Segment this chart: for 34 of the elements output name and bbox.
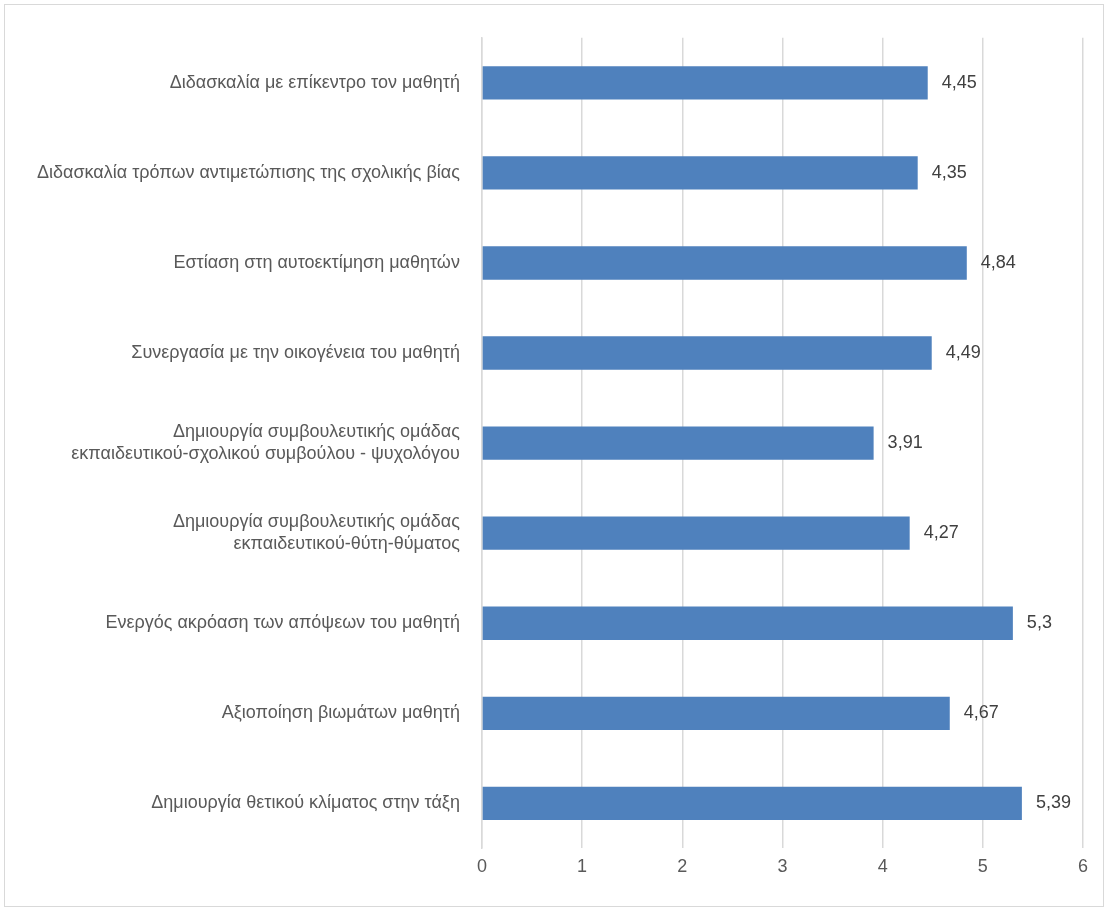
data-label: 4,67: [963, 702, 999, 723]
y-tick-label: Δημιουργία συμβουλευτικής ομάδας εκπαιδευτικού-σχολικού συμβούλου - ψυχολόγου: [71, 421, 461, 463]
bar: [482, 696, 950, 730]
x-tick-label: 4: [877, 856, 888, 877]
x-tick-label: 3: [777, 856, 788, 877]
bar: [482, 156, 918, 190]
x-tick-label: 5: [977, 856, 988, 877]
x-tick-label: 1: [577, 856, 588, 877]
y-tick-label: Δημιουργία συμβουλευτικής ομάδας εκπαιδευτικού-θύτη-θύματος: [172, 511, 461, 553]
bar: [482, 66, 928, 100]
y-tick-label: Ενεργός ακρόαση των απόψεων του μαθητή: [105, 612, 460, 633]
y-tick-label: Διδασκαλία τρόπων αντιμετώπισης της σχολικής βίας: [36, 161, 461, 182]
y-tick-label: Δημιουργία θετικού κλίματος στην τάξη: [151, 792, 460, 813]
data-label: 5,39: [1035, 792, 1071, 813]
data-label: 4,45: [941, 71, 977, 92]
bar: [482, 786, 1022, 821]
data-label: 3,91: [887, 432, 923, 453]
data-label: 4,35: [931, 161, 967, 182]
y-tick-label: Αξιοποίηση βιωμάτων μαθητή: [221, 702, 460, 723]
data-label: 4,84: [980, 251, 1016, 272]
bar: [482, 426, 874, 460]
x-tick-label: 0: [476, 856, 487, 877]
data-label: 5,3: [1026, 612, 1052, 633]
x-tick-label: 6: [1077, 856, 1089, 877]
bar: [482, 246, 967, 280]
data-label: 4,27: [923, 522, 959, 543]
x-tick-label: 2: [677, 856, 688, 877]
bar: [482, 606, 1013, 640]
bar: [482, 336, 932, 370]
bar: [482, 516, 910, 550]
y-tick-label: Εστίαση στη αυτοεκτίμηση μαθητών: [173, 251, 460, 272]
data-label: 4,49: [945, 342, 981, 362]
y-tick-label: Διδασκαλία με επίκεντρο τον μαθητή: [169, 71, 460, 92]
y-tick-label: Συνεργασία με την οικογένεια του μαθητή: [131, 342, 460, 362]
